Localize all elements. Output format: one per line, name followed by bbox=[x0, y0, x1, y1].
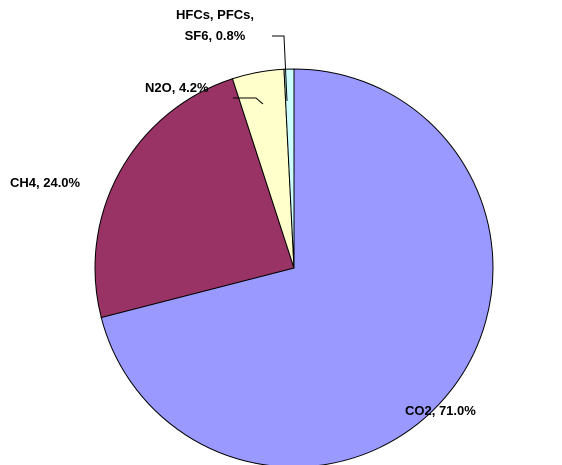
slice-label: CH4, 24.0% bbox=[10, 175, 81, 190]
pie-slice bbox=[94, 78, 295, 319]
leader-line bbox=[272, 35, 288, 102]
slice-label: HFCs, PFCs, SF6, 0.8% bbox=[175, 7, 254, 43]
leader-line bbox=[233, 97, 264, 105]
slice-label: CO2, 71.0% bbox=[405, 403, 476, 418]
pie-slice bbox=[100, 68, 494, 465]
slice-label: N2O, 4.2% bbox=[145, 80, 209, 95]
pie-slice bbox=[283, 68, 295, 269]
